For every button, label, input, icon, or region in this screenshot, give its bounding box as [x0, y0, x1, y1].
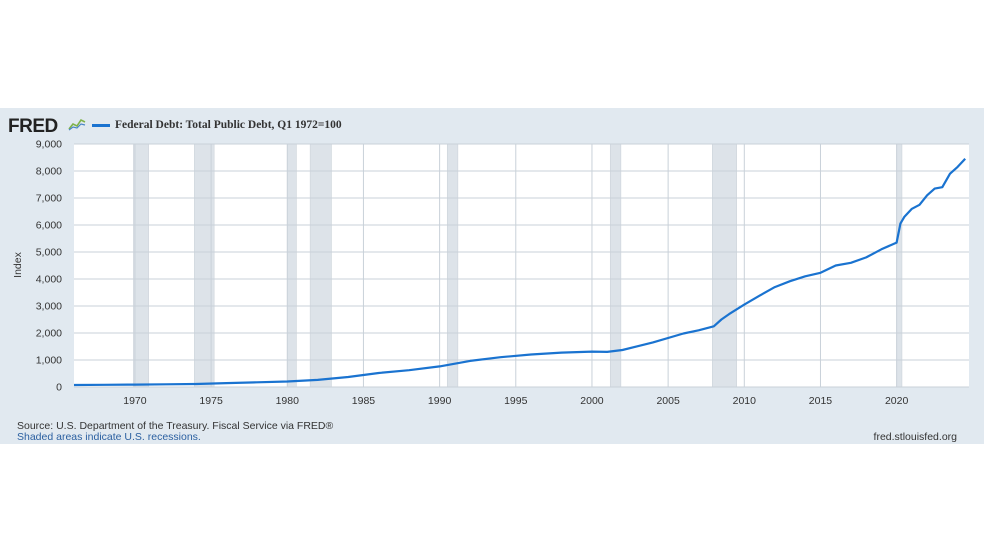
y-tick-label: 7,000 — [36, 193, 62, 205]
recession-band-6 — [712, 143, 737, 388]
y-tick-label: 8,000 — [36, 166, 62, 178]
recession-band-2 — [287, 143, 297, 388]
y-tick-label: 9,000 — [36, 139, 62, 151]
fred-logo[interactable]: FRED — [8, 116, 58, 137]
legend-series-label: Federal Debt: Total Public Debt, Q1 1972… — [115, 119, 342, 131]
legend-swatch — [92, 123, 110, 127]
recession-band-7 — [896, 143, 903, 388]
y-tick-label: 5,000 — [36, 247, 62, 259]
x-tick-label: 2010 — [733, 395, 757, 407]
recession-band-3 — [309, 143, 332, 388]
x-tick-label: 2005 — [656, 395, 680, 407]
y-axis-label: Index — [12, 251, 24, 277]
y-tick-label: 6,000 — [36, 220, 62, 232]
recession-band-0 — [133, 143, 149, 388]
x-tick-label: 1990 — [428, 395, 452, 407]
grid-lines — [74, 143, 969, 388]
x-tick-label: 1980 — [276, 395, 300, 407]
x-tick-label: 2000 — [580, 395, 604, 407]
x-tick-label: 2020 — [885, 395, 909, 407]
recession-bands — [133, 143, 903, 388]
site-link[interactable]: fred.stlouisfed.org — [873, 431, 957, 443]
recession-note: Shaded areas indicate U.S. recessions. — [17, 431, 201, 443]
y-tick-label: 4,000 — [36, 274, 62, 286]
x-tick-label: 1985 — [352, 395, 376, 407]
y-tick-label: 1,000 — [36, 355, 62, 367]
series-line-0 — [73, 158, 967, 387]
x-tick-label: 1970 — [123, 395, 147, 407]
y-tick-label: 0 — [56, 382, 62, 394]
y-tick-label: 3,000 — [36, 301, 62, 313]
y-tick-label: 2,000 — [36, 328, 62, 340]
fred-chart-icon — [68, 118, 86, 131]
x-axis-ticks: 1970 1975 1980 1985 1990 1995 2000 2005 2010 2015… — [123, 395, 908, 407]
chart-legend: Federal Debt: Total Public Debt, Q1 1972… — [92, 119, 342, 131]
series-lines — [73, 158, 967, 387]
x-tick-label: 1975 — [199, 395, 223, 407]
x-tick-label: 1995 — [504, 395, 528, 407]
plot-area — [74, 144, 969, 387]
source-note: Source: U.S. Department of the Treasury.… — [17, 420, 334, 432]
x-tick-label: 2015 — [809, 395, 833, 407]
recession-band-4 — [446, 143, 459, 388]
y-axis-ticks: 0 1,000 2,000 3,000 4,000 5,000 6,000 7,000 8,00… — [36, 139, 62, 394]
